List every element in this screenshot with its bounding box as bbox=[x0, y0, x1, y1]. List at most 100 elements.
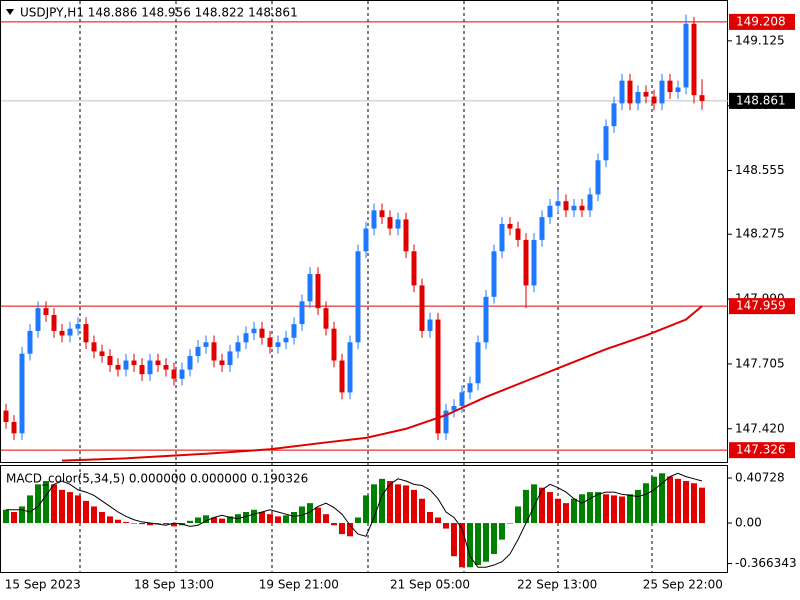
candle-body bbox=[619, 80, 625, 104]
candle-body bbox=[347, 342, 353, 393]
macd-bar bbox=[19, 506, 25, 524]
candle-body bbox=[499, 223, 505, 252]
candle-body bbox=[635, 92, 641, 104]
candle-body bbox=[427, 319, 433, 331]
macd-bar bbox=[531, 484, 537, 524]
macd-bar bbox=[283, 515, 289, 524]
candle-body bbox=[515, 228, 521, 240]
macd-bar bbox=[363, 495, 369, 524]
macd-bar bbox=[275, 516, 281, 524]
candle-body bbox=[507, 223, 513, 229]
y-tick-label: 148.275 bbox=[735, 227, 785, 241]
macd-bar bbox=[267, 514, 273, 524]
signal-line bbox=[6, 472, 703, 568]
macd-bar bbox=[419, 498, 425, 524]
y-tick-label: 0.40728 bbox=[735, 471, 785, 485]
macd-bar bbox=[107, 516, 113, 524]
candle-body bbox=[211, 342, 217, 361]
macd-bar bbox=[203, 515, 209, 524]
macd-bar bbox=[43, 481, 49, 524]
x-tick-label: 25 Sep 22:00 bbox=[643, 578, 723, 592]
macd-bar bbox=[571, 498, 577, 524]
macd-bar bbox=[683, 481, 689, 524]
candle-body bbox=[299, 301, 305, 325]
candle-body bbox=[291, 324, 297, 338]
candle-body bbox=[107, 355, 113, 366]
candle-body bbox=[379, 210, 385, 218]
macd-bar bbox=[347, 523, 353, 537]
candle-body bbox=[91, 342, 97, 352]
macd-bar bbox=[131, 523, 137, 524]
level-label-box bbox=[729, 13, 795, 30]
macd-bar bbox=[579, 494, 585, 524]
macd-bar bbox=[379, 478, 385, 524]
candle-body bbox=[243, 333, 249, 343]
candle-body bbox=[147, 360, 153, 375]
candle-body bbox=[451, 406, 457, 411]
candle-body bbox=[539, 217, 545, 240]
candle-body bbox=[3, 410, 9, 422]
candle-body bbox=[163, 365, 169, 370]
candle-body bbox=[587, 194, 593, 211]
macd-bar bbox=[395, 484, 401, 524]
y-tick-label: 0.00 bbox=[735, 516, 762, 530]
macd-bar bbox=[515, 506, 521, 524]
level-label-box bbox=[729, 298, 795, 315]
x-tick-label: 21 Sep 05:00 bbox=[390, 578, 470, 592]
candle-body bbox=[411, 251, 417, 286]
candle-body bbox=[531, 239, 537, 286]
candle-body bbox=[571, 205, 577, 211]
y-tick-label: 147.420 bbox=[735, 421, 785, 435]
macd-bar bbox=[339, 523, 345, 535]
candle-body bbox=[355, 251, 361, 343]
candle-body bbox=[667, 80, 673, 93]
candle-body bbox=[691, 23, 697, 96]
macd-bar bbox=[123, 521, 129, 524]
x-tick-label: 19 Sep 21:00 bbox=[259, 578, 339, 592]
moving-average bbox=[61, 305, 703, 462]
candle-body bbox=[467, 383, 473, 393]
macd-bar bbox=[627, 494, 633, 524]
candle-body bbox=[171, 369, 177, 379]
macd-bar bbox=[27, 495, 33, 524]
macd-bar bbox=[91, 506, 97, 524]
candle-body bbox=[27, 330, 33, 354]
x-tick-label: 18 Sep 13:00 bbox=[134, 578, 214, 592]
candle-body bbox=[131, 360, 137, 366]
candle-body bbox=[363, 228, 369, 252]
candle-body bbox=[475, 342, 481, 384]
candle-body bbox=[483, 296, 489, 343]
candle-body bbox=[371, 210, 377, 229]
macd-bar bbox=[603, 494, 609, 524]
candle-body bbox=[323, 308, 329, 329]
macd-bar bbox=[243, 511, 249, 524]
candle-body bbox=[547, 205, 553, 218]
macd-bar bbox=[427, 511, 433, 524]
candle-body bbox=[75, 324, 81, 329]
macd-bar bbox=[115, 519, 121, 524]
macd-bar bbox=[163, 523, 169, 525]
candle-body bbox=[403, 219, 409, 252]
macd-bar bbox=[11, 511, 17, 524]
candle-body bbox=[235, 342, 241, 352]
candle-body bbox=[643, 92, 649, 97]
macd-bar bbox=[219, 518, 225, 524]
macd-bar bbox=[699, 487, 705, 524]
level-label-box bbox=[729, 442, 795, 459]
macd-bar bbox=[539, 487, 545, 524]
candle-body bbox=[395, 219, 401, 229]
x-tick-label: 22 Sep 13:00 bbox=[517, 578, 597, 592]
macd-bar bbox=[635, 489, 641, 524]
candle-body bbox=[99, 351, 105, 356]
candle-body bbox=[603, 126, 609, 161]
level-label-box bbox=[729, 92, 795, 109]
macd-bar bbox=[667, 476, 673, 524]
candle-body bbox=[123, 360, 129, 370]
macd-bar bbox=[547, 492, 553, 524]
candle-body bbox=[251, 328, 257, 334]
x-tick-label: 15 Sep 2023 bbox=[5, 578, 81, 592]
candle-body bbox=[275, 342, 281, 347]
macd-bar bbox=[139, 523, 145, 525]
candle-body bbox=[523, 239, 529, 286]
